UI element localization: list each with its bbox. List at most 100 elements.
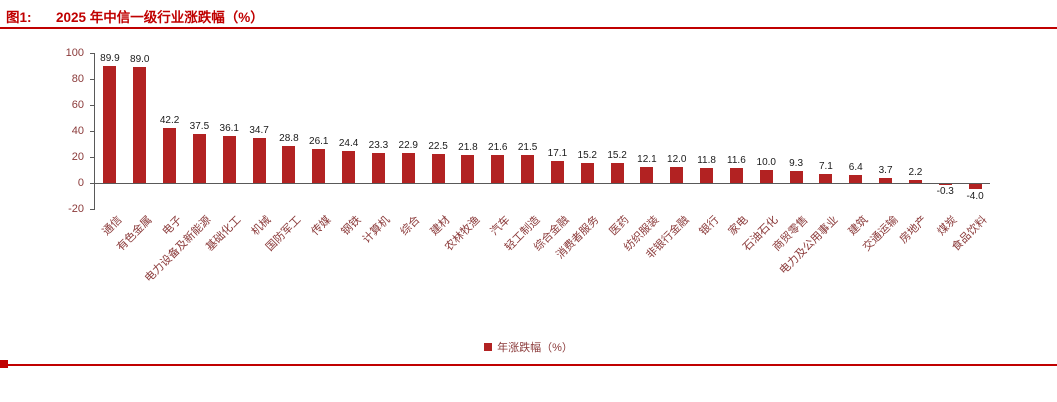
- y-tick: [90, 209, 94, 210]
- bar-value-label: 21.5: [517, 142, 538, 154]
- bar-value-label: 34.7: [249, 124, 269, 136]
- bar: [700, 167, 714, 183]
- y-tick: [90, 183, 94, 184]
- category-label: 钢铁: [339, 214, 364, 239]
- bar: [163, 128, 177, 183]
- category-label: 汽车: [488, 214, 513, 239]
- bar-value-label: 36.1: [219, 123, 239, 135]
- legend-swatch: [484, 343, 493, 351]
- bar-value-label: 15.2: [577, 150, 597, 162]
- bar-value-label: 7.1: [818, 160, 833, 172]
- bar: [103, 66, 117, 183]
- bar: [849, 174, 863, 183]
- bar-value-label: 23.3: [368, 139, 389, 151]
- bar: [222, 136, 236, 183]
- bar: [192, 134, 206, 183]
- y-tick: [90, 53, 94, 54]
- bar: [282, 145, 296, 183]
- bar-value-label: 21.6: [488, 141, 508, 153]
- y-tick-label: 80: [71, 73, 84, 85]
- bar-value-label: 22.9: [398, 140, 418, 152]
- y-tick-label: 0: [77, 177, 84, 189]
- y-tick: [90, 131, 94, 132]
- bar: [133, 67, 147, 183]
- bar: [908, 180, 922, 183]
- bar: [461, 154, 475, 183]
- bar: [789, 170, 803, 183]
- legend-entry: 年涨跌幅（%）: [484, 339, 573, 355]
- bar: [342, 151, 356, 183]
- bar-value-label: 9.3: [789, 157, 804, 169]
- bar: [401, 153, 415, 183]
- bar-value-label: 11.6: [727, 154, 746, 166]
- category-label: 银行: [697, 214, 722, 239]
- bar-value-label: 26.1: [309, 136, 329, 148]
- bar: [431, 153, 445, 183]
- legend: 年涨跌幅（%）: [0, 338, 1057, 356]
- y-tick-label: 60: [71, 99, 84, 111]
- bar: [550, 160, 564, 183]
- category-label: 综合: [398, 214, 423, 239]
- category-label: 传媒: [309, 214, 334, 239]
- bar: [938, 184, 952, 185]
- top-rule: [0, 27, 1057, 29]
- bar: [729, 167, 743, 183]
- bar-value-label: 37.5: [189, 121, 210, 133]
- bar-value-label: 11.8: [697, 154, 716, 166]
- bar: [521, 155, 535, 183]
- bar-value-label: -0.3: [936, 186, 954, 198]
- bar: [580, 163, 594, 183]
- y-tick: [90, 157, 94, 158]
- category-label: 计算机: [361, 214, 393, 246]
- bar: [640, 167, 654, 183]
- bar-value-label: 22.5: [428, 140, 448, 152]
- category-label: 家电: [726, 214, 751, 239]
- category-label: 机械: [249, 214, 274, 239]
- bottom-rule: [0, 364, 1057, 366]
- bar-value-label: 10.0: [756, 157, 776, 168]
- category-label: 建材: [428, 214, 453, 239]
- bar-value-label: 2.2: [908, 167, 923, 179]
- bar-value-label: 6.4: [848, 161, 863, 173]
- bar: [610, 163, 624, 183]
- x-axis-line: [94, 183, 990, 184]
- y-tick-label: 100: [65, 47, 84, 59]
- bar: [819, 173, 833, 183]
- y-tick-label: -20: [68, 203, 84, 215]
- y-tick: [90, 105, 94, 106]
- bar: [312, 149, 326, 183]
- legend-label: 年涨跌幅（%）: [497, 342, 573, 354]
- bar-value-label: 3.7: [878, 165, 893, 177]
- category-label: 房地产: [898, 214, 930, 246]
- bar-value-label: 21.8: [458, 141, 478, 153]
- bar-value-label: 42.2: [159, 115, 180, 127]
- y-tick-label: 40: [71, 125, 84, 137]
- figure-tag: 图1:: [6, 10, 32, 25]
- bar-value-label: 17.1: [547, 147, 568, 159]
- y-axis-line: [94, 53, 95, 210]
- figure-title: 2025 年中信一级行业涨跌幅（%）: [56, 10, 264, 25]
- bar-value-label: 89.9: [100, 53, 120, 65]
- category-label: 电子: [160, 214, 185, 239]
- bar: [879, 178, 893, 183]
- bar-value-label: 24.4: [338, 138, 359, 150]
- bar: [491, 154, 505, 183]
- bar-value-label: 15.2: [607, 150, 627, 162]
- y-tick-label: 20: [71, 151, 84, 163]
- bar: [759, 170, 773, 183]
- bar-value-label: -4.0: [966, 191, 984, 203]
- bar: [670, 167, 684, 183]
- y-tick: [90, 79, 94, 80]
- bar-value-label: 12.0: [667, 154, 687, 166]
- category-label: 建筑: [846, 214, 871, 239]
- bar-value-label: 89.0: [130, 54, 150, 66]
- bar-value-label: 12.1: [637, 154, 657, 166]
- bar: [371, 152, 385, 183]
- category-label: 煤炭: [935, 214, 960, 239]
- bar: [252, 137, 266, 183]
- bar-value-label: 28.8: [279, 132, 299, 144]
- category-label: 通信: [100, 214, 125, 239]
- bar: [968, 184, 982, 190]
